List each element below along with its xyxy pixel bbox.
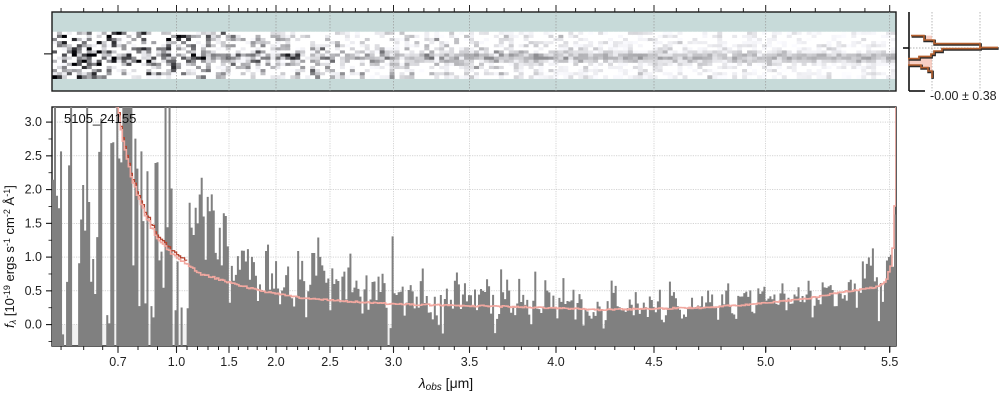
svg-text:0.0: 0.0	[25, 318, 42, 332]
svg-text:4.0: 4.0	[547, 355, 564, 369]
svg-text:fλ [10-19 ergs s-1 cm-2 Å-1]: fλ [10-19 ergs s-1 cm-2 Å-1]	[2, 185, 18, 328]
svg-text:0.7: 0.7	[109, 355, 126, 369]
svg-text:-0.00 ± 0.38: -0.00 ± 0.38	[930, 89, 997, 103]
svg-text:5.0: 5.0	[757, 355, 774, 369]
svg-text:2.5: 2.5	[25, 149, 42, 163]
svg-text:0.5: 0.5	[25, 284, 42, 298]
svg-text:2.5: 2.5	[321, 355, 338, 369]
svg-text:5105_24155: 5105_24155	[64, 111, 136, 126]
svg-text:1.5: 1.5	[25, 216, 42, 230]
svg-text:1.5: 1.5	[220, 355, 237, 369]
svg-text:5.5: 5.5	[881, 355, 898, 369]
svg-text:2.0: 2.0	[267, 355, 284, 369]
svg-text:4.5: 4.5	[645, 355, 662, 369]
svg-text:3.5: 3.5	[461, 355, 478, 369]
svg-text:3.0: 3.0	[385, 355, 402, 369]
svg-text:2.0: 2.0	[25, 183, 42, 197]
svg-text:3.0: 3.0	[25, 115, 42, 129]
svg-text:1.0: 1.0	[168, 355, 185, 369]
svg-text:1.0: 1.0	[25, 250, 42, 264]
